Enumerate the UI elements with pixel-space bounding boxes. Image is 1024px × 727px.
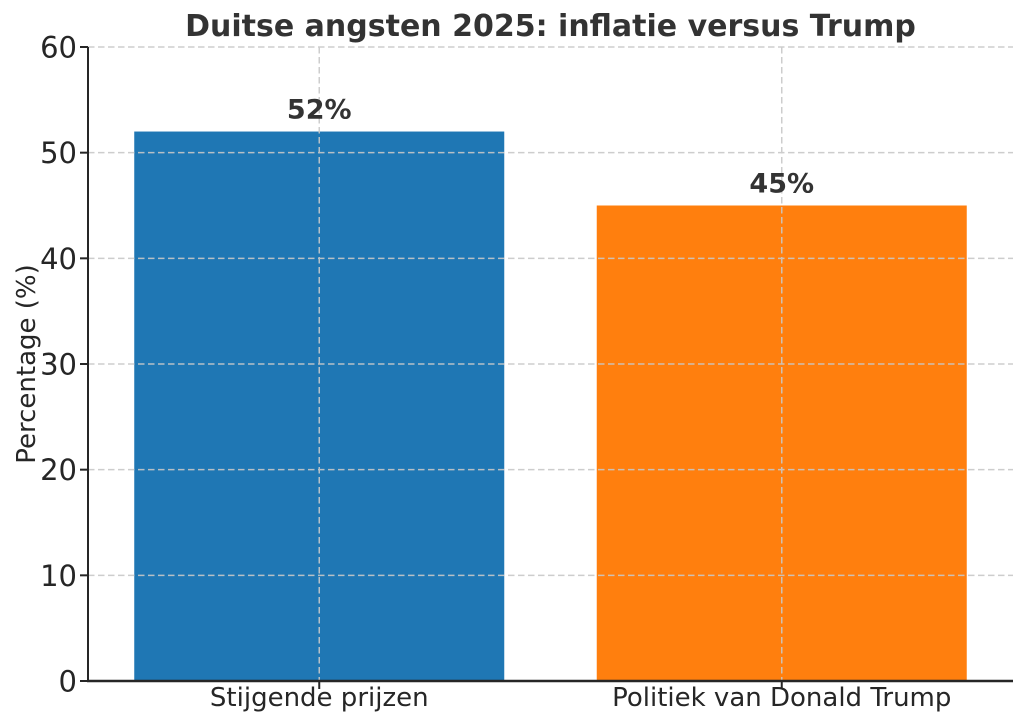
y-tick-label: 50 — [40, 136, 77, 170]
y-tick-label: 0 — [59, 665, 77, 699]
bars-group — [134, 131, 967, 682]
y-tick-label: 60 — [40, 31, 77, 65]
y-axis-label: Percentage (%) — [12, 264, 42, 464]
y-tick-label: 10 — [40, 559, 77, 593]
x-tick-label-stijgende-prijzen: Stijgende prijzen — [210, 683, 429, 713]
y-tick-label: 40 — [40, 242, 77, 276]
gridlines-group — [88, 46, 1013, 681]
chart-title: Duitse angsten 2025: inflatie versus Tru… — [185, 9, 916, 44]
tick-marks-group — [80, 46, 783, 689]
bar-value-label-stijgende-prijzen: 52% — [287, 95, 352, 126]
bar-value-label-politiek-van-donald-trump: 45% — [749, 169, 814, 200]
y-tick-label: 30 — [40, 348, 77, 382]
y-tick-label: 20 — [40, 453, 77, 487]
x-tick-label-politiek-van-donald-trump: Politiek van Donald Trump — [612, 683, 951, 713]
